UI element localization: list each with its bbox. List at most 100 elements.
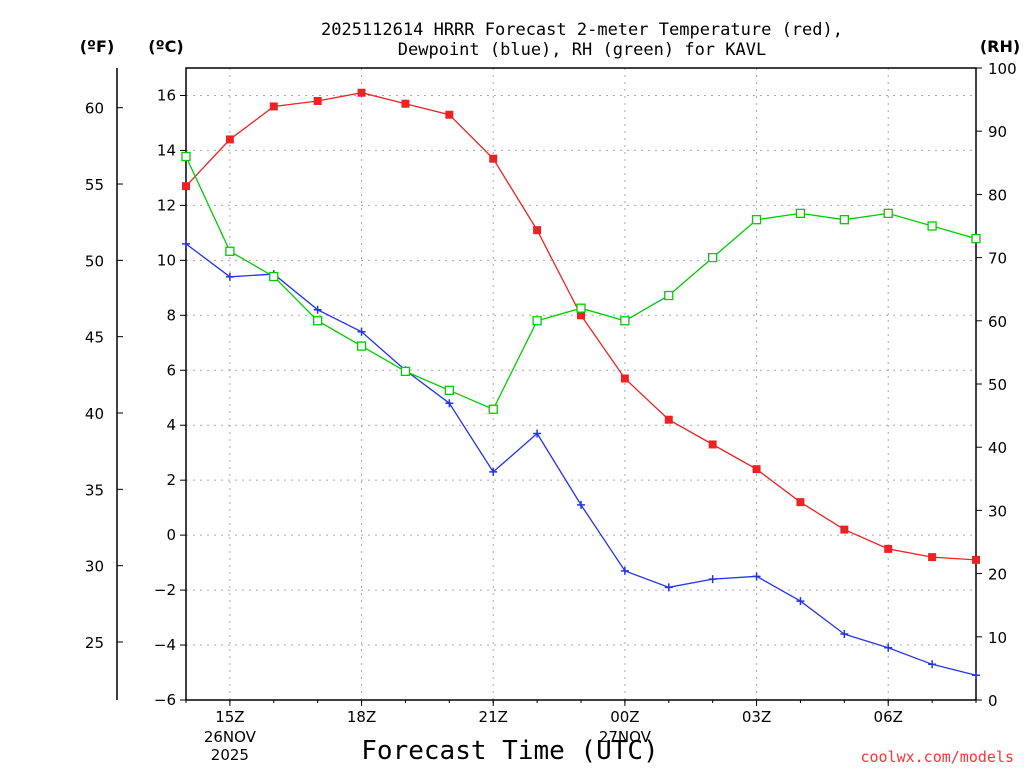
- celsius-tick-label: 10: [157, 251, 176, 269]
- rh-line: [185, 156, 977, 411]
- rh-point: [576, 303, 586, 313]
- celsius-tick-label: 2: [166, 471, 176, 489]
- temperature-point: [401, 99, 410, 108]
- rh-point: [532, 316, 542, 326]
- x-tick-label: 00Z: [610, 708, 639, 726]
- series-rh: [181, 151, 981, 414]
- fahrenheit-tick-label: 25: [85, 634, 104, 652]
- fahrenheit-tick-label: 55: [85, 176, 104, 194]
- x-tick-label: 21Z: [479, 708, 508, 726]
- x-tick-date-label: 27NOV: [599, 728, 652, 746]
- series-temperature: [182, 88, 980, 564]
- celsius-tick-label: 4: [166, 416, 176, 434]
- rh-point: [488, 404, 498, 414]
- x-axis-title: Forecast Time (UTC): [361, 736, 658, 766]
- temperature-point: [796, 498, 805, 507]
- celsius-tick-label: −6: [154, 691, 176, 709]
- celsius-tick-label: 12: [157, 196, 176, 214]
- rh-unit-label: (RH): [980, 37, 1020, 56]
- celsius-unit-label: (ºC): [148, 37, 183, 56]
- series: [181, 88, 981, 680]
- temperature-point: [269, 102, 278, 111]
- temperature-point: [357, 88, 366, 97]
- x-tick-date-label: 2025: [211, 746, 249, 764]
- rh-point: [313, 316, 323, 326]
- temperature-point: [972, 555, 980, 564]
- rh-point: [269, 271, 279, 282]
- rh-point: [883, 208, 893, 219]
- rh-tick-label: 40: [988, 439, 1007, 457]
- rh-point: [664, 290, 674, 301]
- rh-point: [927, 221, 937, 231]
- dewpoint-point: [620, 566, 629, 575]
- dewpoint-point: [840, 630, 849, 639]
- rh-tick-label: 20: [988, 566, 1007, 584]
- temperature-point: [489, 154, 498, 163]
- rh-point: [444, 385, 454, 395]
- rh-tick-label: 0: [988, 692, 998, 710]
- x-tick-label: 15Z: [215, 708, 244, 726]
- dewpoint-point: [225, 272, 234, 281]
- plot-frame: [185, 67, 977, 701]
- rh-point: [971, 233, 981, 244]
- fahrenheit-tick-label: 50: [85, 252, 104, 270]
- celsius-tick-label: 6: [166, 361, 176, 379]
- fahrenheit-tick-label: 40: [85, 405, 104, 423]
- rh-point: [356, 341, 367, 351]
- temperature-point: [577, 311, 585, 320]
- dewpoint-point: [796, 597, 805, 606]
- dewpoint-point: [577, 500, 585, 509]
- dewpoint-point: [182, 239, 190, 248]
- rh-point: [751, 215, 762, 225]
- celsius-tick-label: 0: [166, 526, 176, 544]
- dewpoint-point: [928, 660, 937, 669]
- dewpoint-point: [445, 399, 454, 408]
- temperature-point: [620, 374, 629, 383]
- celsius-tick-label: 16: [157, 86, 176, 104]
- rh-point: [400, 366, 411, 377]
- fahrenheit-tick-label: 45: [85, 329, 104, 347]
- temperature-point: [840, 525, 849, 534]
- dewpoint-point: [972, 671, 980, 680]
- x-tick-label: 06Z: [874, 708, 903, 726]
- credit-text: coolwx.com/models: [860, 748, 1014, 766]
- axes: −6 −4 −2 0 2 4 6 8 10 12 14 16 25 30 35 40 45 50 55 60 0 10 20…: [85, 60, 1017, 764]
- temperature-point: [445, 110, 454, 119]
- rh-tick-label: 90: [988, 123, 1007, 141]
- x-tick-date-label: 26NOV: [204, 728, 257, 746]
- temperature-point: [664, 415, 673, 424]
- rh-tick-label: 60: [988, 313, 1007, 331]
- dewpoint-point: [489, 467, 498, 476]
- rh-tick-label: 80: [988, 186, 1007, 204]
- temperature-point: [708, 440, 717, 449]
- rh-point: [225, 246, 235, 256]
- x-tick-label: 18Z: [347, 708, 376, 726]
- rh-tick-label: 50: [988, 376, 1007, 394]
- fahrenheit-tick-label: 30: [85, 558, 104, 576]
- fahrenheit-unit-label: (ºF): [80, 37, 115, 56]
- fahrenheit-tick-label: 60: [85, 100, 104, 118]
- temperature-point: [182, 182, 190, 191]
- celsius-tick-label: −2: [154, 581, 176, 599]
- temperature-point: [928, 553, 937, 562]
- rh-tick-label: 70: [988, 250, 1007, 268]
- rh-point: [181, 151, 191, 162]
- temperature-point: [884, 544, 893, 553]
- dewpoint-point: [708, 575, 717, 584]
- rh-tick-label: 30: [988, 502, 1007, 520]
- chart-title-line-1: 2025112614 HRRR Forecast 2-meter Tempera…: [321, 20, 843, 40]
- grid: [186, 68, 976, 701]
- x-tick-label: 03Z: [742, 708, 771, 726]
- celsius-tick-label: −4: [154, 636, 176, 654]
- rh-point: [620, 316, 630, 326]
- rh-point: [839, 215, 849, 225]
- dewpoint-point: [533, 429, 542, 438]
- dewpoint-point: [884, 643, 893, 652]
- rh-point: [795, 208, 806, 219]
- temperature-point: [752, 465, 761, 474]
- dewpoint-point: [357, 327, 366, 336]
- chart-title-line-2: Dewpoint (blue), RH (green) for KAVL: [398, 40, 766, 60]
- temperature-point: [533, 226, 542, 235]
- temperature-line: [185, 92, 977, 561]
